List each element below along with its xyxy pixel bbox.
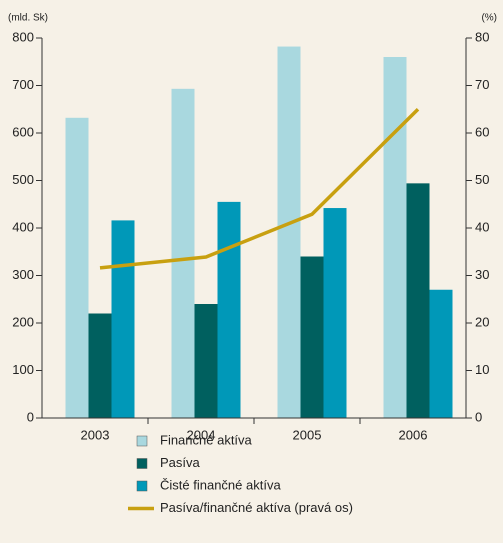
x-tick-label: 2005 <box>293 427 322 442</box>
y-tick-label: 100 <box>12 362 34 377</box>
legend-label: Finančné aktíva <box>160 432 253 447</box>
y-tick-label: 700 <box>12 77 34 92</box>
bar <box>323 208 347 418</box>
y2-tick-label: 0 <box>475 409 482 424</box>
y2-tick-label: 70 <box>475 77 489 92</box>
bar <box>171 88 195 418</box>
bar <box>406 183 430 418</box>
x-tick-label: 2006 <box>399 427 428 442</box>
bar <box>88 313 112 418</box>
bar <box>194 304 218 418</box>
line <box>99 108 420 270</box>
y-tick-label: 300 <box>12 267 34 282</box>
bar <box>111 220 135 418</box>
y-tick-label: 200 <box>12 314 34 329</box>
y2-tick-label: 20 <box>475 314 489 329</box>
y2-tick-label: 60 <box>475 124 489 139</box>
legend-label: Pasíva/finančné aktíva (pravá os) <box>160 500 353 515</box>
legend-label: Čisté finančné aktíva <box>160 477 281 492</box>
y2-tick-label: 50 <box>475 172 489 187</box>
y-tick-label: 500 <box>12 172 34 187</box>
y-tick-label: 0 <box>27 409 34 424</box>
bar <box>429 289 453 418</box>
y-tick-label: 400 <box>12 219 34 234</box>
legend-label: Pasíva <box>160 455 201 470</box>
bar <box>217 201 241 418</box>
y-tick-label: 600 <box>12 124 34 139</box>
x-tick-label: 2003 <box>81 427 110 442</box>
bar <box>383 57 407 418</box>
y2-tick-label: 30 <box>475 267 489 282</box>
x-tick-label: 2004 <box>187 427 216 442</box>
legend-swatch <box>136 480 148 492</box>
y2-axis-label: (%) <box>481 13 497 24</box>
bar <box>277 46 301 419</box>
y-axis-label: (mld. Sk) <box>8 13 48 24</box>
y2-tick-label: 80 <box>475 29 489 44</box>
bar <box>300 256 324 418</box>
legend-swatch <box>136 435 148 447</box>
y2-tick-label: 10 <box>475 362 489 377</box>
y2-tick-label: 40 <box>475 219 489 234</box>
legend-swatch <box>136 458 148 469</box>
y-tick-label: 800 <box>12 29 34 44</box>
bar <box>65 117 89 419</box>
